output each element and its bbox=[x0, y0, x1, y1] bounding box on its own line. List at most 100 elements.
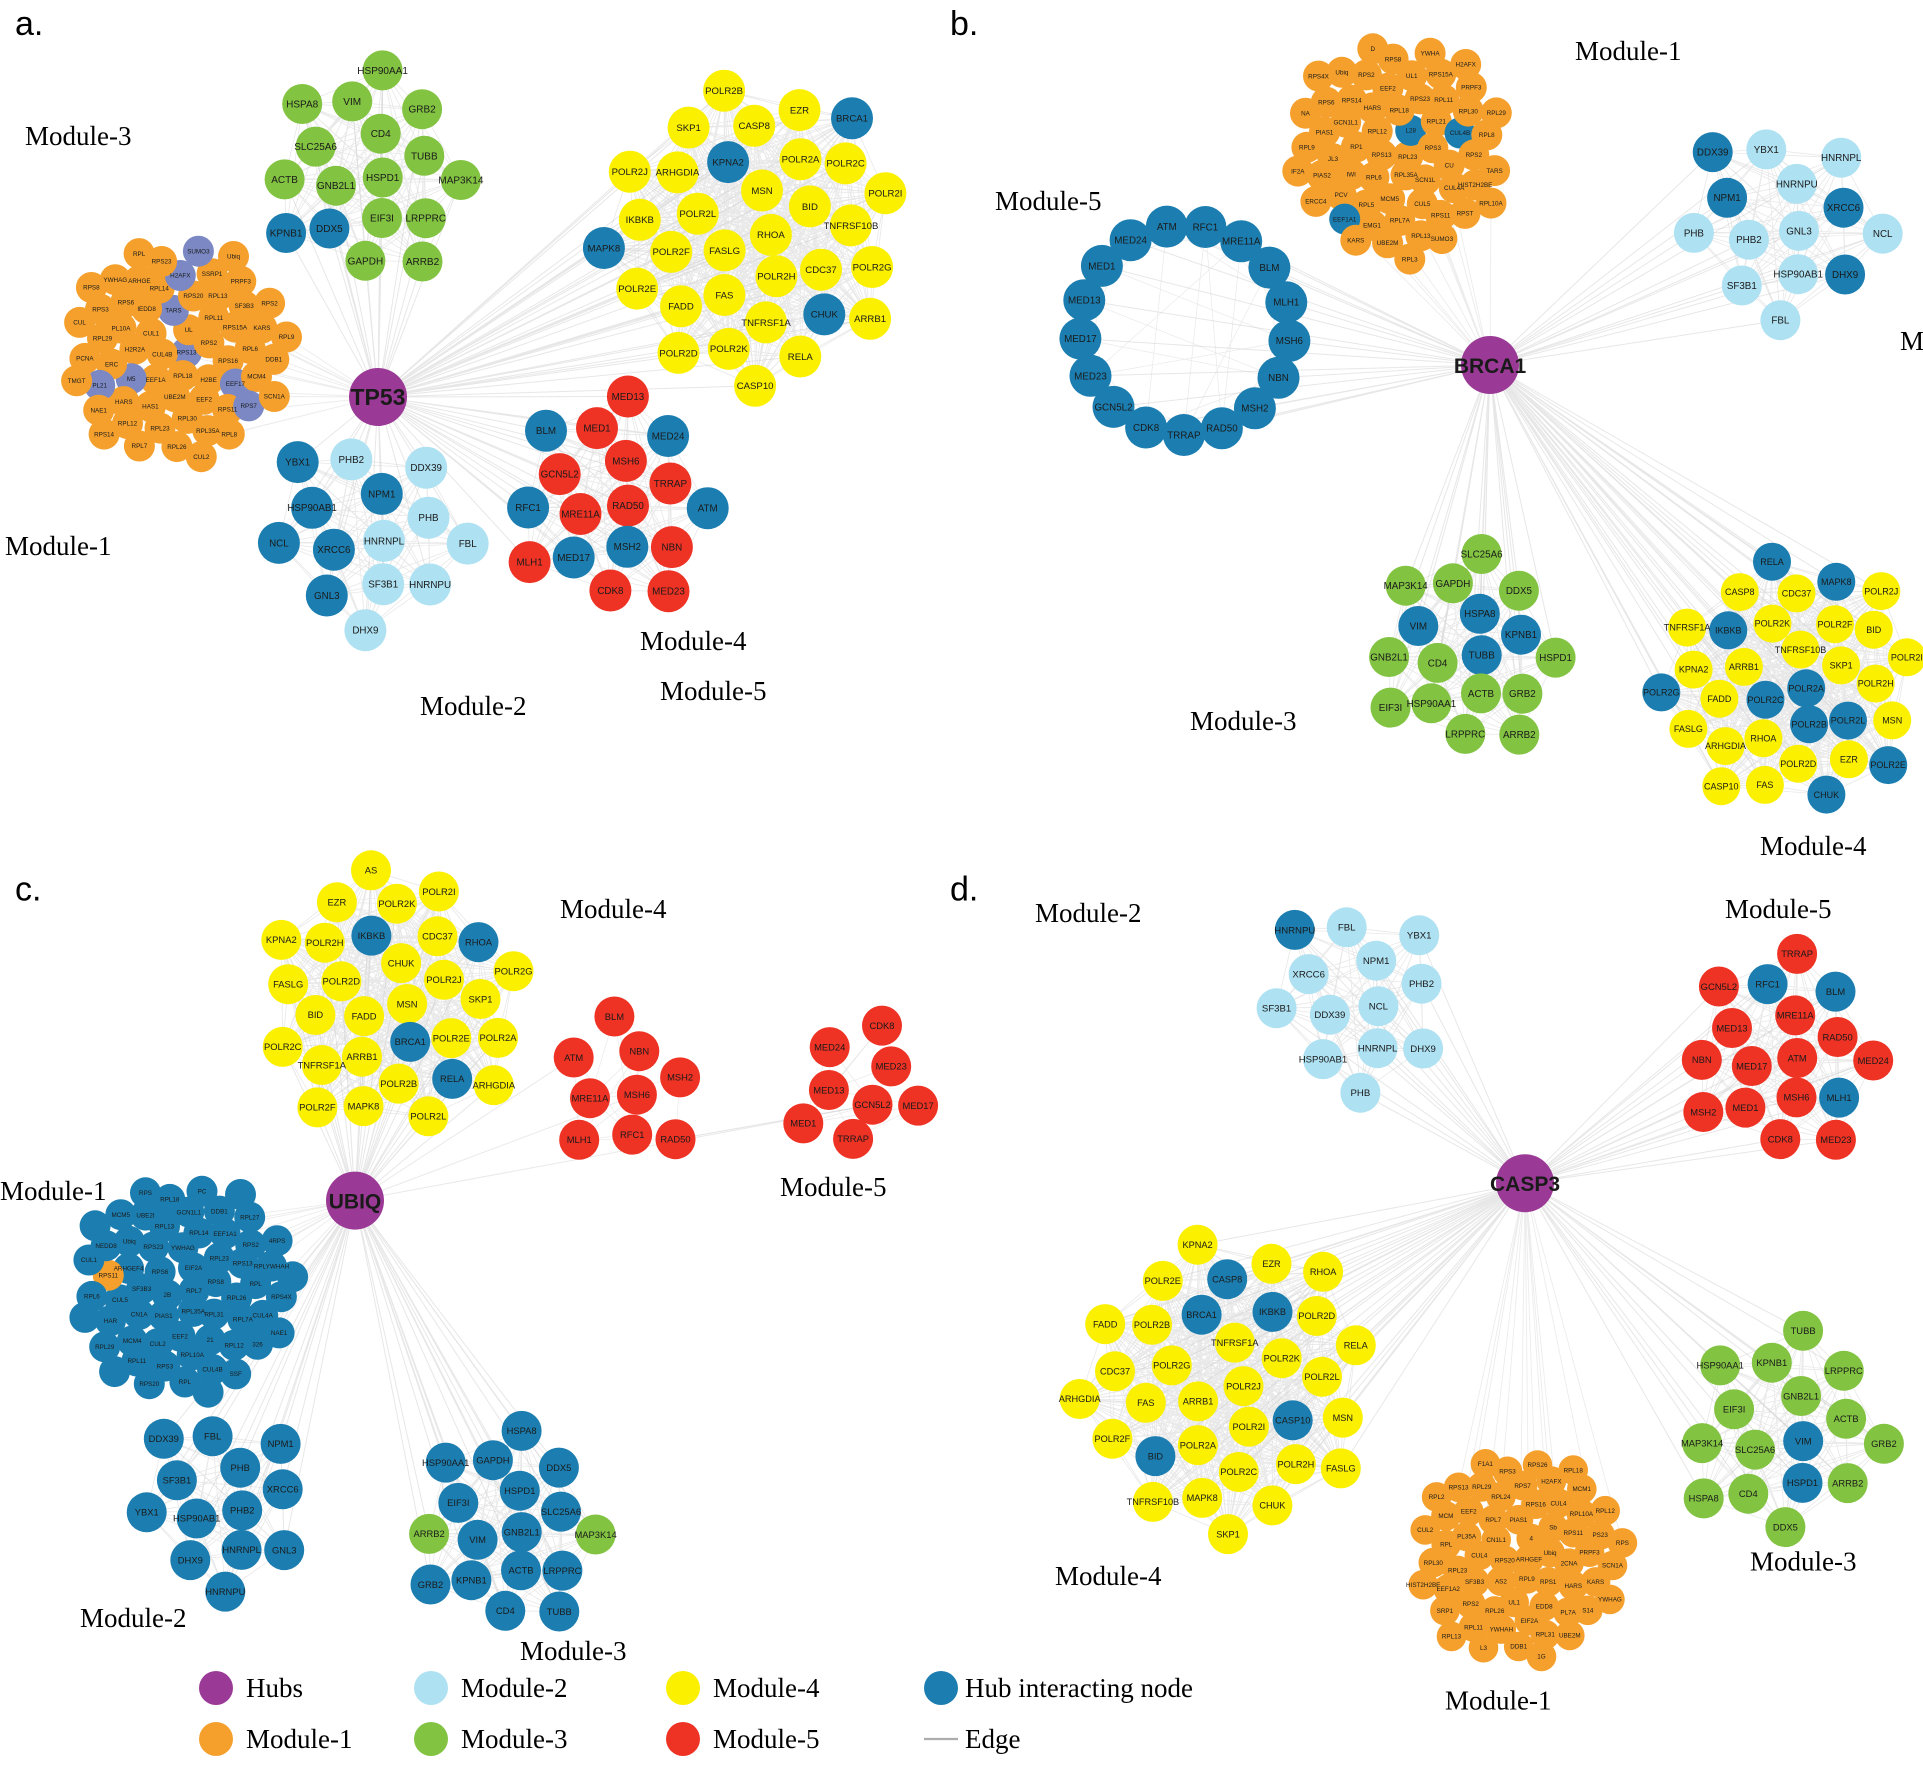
svg-text:RAD50: RAD50 bbox=[1206, 424, 1238, 435]
svg-text:CUL2: CUL2 bbox=[1417, 1527, 1434, 1534]
svg-text:c.: c. bbox=[15, 870, 41, 908]
svg-text:RPS3: RPS3 bbox=[1499, 1469, 1516, 1476]
svg-text:POLR2A: POLR2A bbox=[782, 155, 820, 166]
svg-text:HIST2H2BE: HIST2H2BE bbox=[1406, 1582, 1440, 1589]
svg-text:POLR2D: POLR2D bbox=[1780, 759, 1817, 769]
svg-text:RFC1: RFC1 bbox=[620, 1129, 644, 1140]
svg-text:MED13: MED13 bbox=[813, 1084, 844, 1095]
svg-text:RPL10A: RPL10A bbox=[180, 1352, 204, 1359]
svg-text:RPL3: RPL3 bbox=[1402, 256, 1418, 263]
svg-text:CD4: CD4 bbox=[1739, 1488, 1758, 1499]
svg-text:Module-1: Module-1 bbox=[5, 531, 111, 561]
svg-text:RPL2: RPL2 bbox=[1429, 1494, 1445, 1501]
svg-text:MAP3K14: MAP3K14 bbox=[1384, 581, 1429, 592]
svg-text:KPNA2: KPNA2 bbox=[1183, 1240, 1213, 1250]
svg-text:HARS: HARS bbox=[115, 399, 133, 406]
svg-text:CDK8: CDK8 bbox=[1768, 1133, 1793, 1144]
svg-text:RPL10A: RPL10A bbox=[1570, 1511, 1594, 1518]
svg-text:Sb: Sb bbox=[1549, 1525, 1557, 1532]
svg-text:CASP8: CASP8 bbox=[1725, 587, 1755, 597]
svg-text:RAD50: RAD50 bbox=[1822, 1031, 1852, 1042]
svg-text:HSP90AB1: HSP90AB1 bbox=[173, 1513, 220, 1524]
svg-text:GCN1L1: GCN1L1 bbox=[1333, 119, 1358, 126]
svg-text:EZR: EZR bbox=[1262, 1259, 1281, 1269]
svg-text:CUL4: CUL4 bbox=[1471, 1553, 1488, 1560]
svg-text:RPS11: RPS11 bbox=[1431, 213, 1451, 220]
svg-text:EEF1A1: EEF1A1 bbox=[1333, 216, 1357, 223]
svg-text:Module-2: Module-2 bbox=[461, 1673, 567, 1703]
svg-text:GRB2: GRB2 bbox=[408, 105, 436, 116]
svg-text:PL7A: PL7A bbox=[1560, 1609, 1576, 1616]
svg-text:CDK8: CDK8 bbox=[1133, 423, 1160, 434]
svg-text:RPL30: RPL30 bbox=[1424, 1560, 1444, 1567]
svg-text:MLH1: MLH1 bbox=[567, 1134, 592, 1145]
svg-text:RPST: RPST bbox=[1457, 211, 1474, 218]
svg-text:KPNA2: KPNA2 bbox=[1679, 665, 1709, 675]
svg-text:MCM: MCM bbox=[1438, 1513, 1453, 1520]
svg-text:CASP8: CASP8 bbox=[1212, 1274, 1242, 1284]
svg-text:POLR2G: POLR2G bbox=[853, 262, 892, 273]
svg-text:H2BE: H2BE bbox=[200, 377, 216, 384]
svg-text:BID: BID bbox=[1148, 1451, 1164, 1461]
svg-text:EDD8: EDD8 bbox=[1536, 1603, 1553, 1610]
svg-text:HSPD1: HSPD1 bbox=[1539, 653, 1572, 664]
svg-text:F1A1: F1A1 bbox=[1478, 1461, 1494, 1468]
svg-text:SKP1: SKP1 bbox=[469, 993, 493, 1004]
svg-text:IKBKB: IKBKB bbox=[626, 215, 654, 226]
svg-text:DHX9: DHX9 bbox=[178, 1554, 203, 1565]
svg-text:SLC25A6: SLC25A6 bbox=[294, 142, 337, 153]
svg-text:POLR2K: POLR2K bbox=[710, 344, 748, 355]
svg-text:YWHAG: YWHAG bbox=[103, 277, 127, 284]
svg-text:IKBKB: IKBKB bbox=[1259, 1307, 1286, 1317]
svg-text:Ubiq: Ubiq bbox=[1544, 1550, 1557, 1557]
svg-text:RPL24: RPL24 bbox=[1491, 1494, 1511, 1501]
svg-text:RPS2: RPS2 bbox=[1466, 152, 1483, 159]
svg-text:HSP90AA1: HSP90AA1 bbox=[357, 66, 408, 77]
svg-text:RPS23: RPS23 bbox=[1410, 96, 1430, 103]
svg-text:MSH6: MSH6 bbox=[1783, 1092, 1809, 1103]
svg-text:KPNB1: KPNB1 bbox=[1756, 1357, 1787, 1368]
svg-text:RPS7: RPS7 bbox=[1514, 1483, 1531, 1490]
svg-text:POLR2K: POLR2K bbox=[1755, 619, 1791, 629]
svg-text:POLR2J: POLR2J bbox=[1226, 1381, 1261, 1391]
svg-text:DDB1: DDB1 bbox=[211, 1208, 228, 1215]
svg-text:PRPF3: PRPF3 bbox=[1461, 85, 1482, 92]
svg-text:HSPD1: HSPD1 bbox=[504, 1485, 535, 1496]
svg-text:RHOA: RHOA bbox=[1310, 1267, 1337, 1277]
svg-text:RPL6: RPL6 bbox=[242, 346, 258, 353]
svg-text:L3: L3 bbox=[1480, 1645, 1488, 1652]
svg-text:TNFRSF1A: TNFRSF1A bbox=[298, 1059, 347, 1070]
svg-text:KPNA2: KPNA2 bbox=[712, 157, 743, 168]
svg-text:VIM: VIM bbox=[1410, 621, 1427, 632]
svg-text:TP53: TP53 bbox=[351, 384, 406, 410]
svg-text:TRRAP: TRRAP bbox=[1781, 948, 1813, 959]
svg-text:EIF2A: EIF2A bbox=[1521, 1618, 1539, 1625]
svg-text:MSN: MSN bbox=[1333, 1413, 1353, 1423]
svg-text:CHUK: CHUK bbox=[388, 957, 415, 968]
svg-text:Module-5: Module-5 bbox=[660, 676, 766, 706]
svg-text:CU: CU bbox=[1445, 162, 1455, 169]
svg-text:HSPD1: HSPD1 bbox=[366, 173, 400, 184]
svg-text:Module-5: Module-5 bbox=[995, 186, 1101, 216]
svg-text:RPS13: RPS13 bbox=[233, 1260, 253, 1267]
svg-text:RPL18: RPL18 bbox=[1390, 108, 1410, 115]
svg-text:RPS11: RPS11 bbox=[99, 1273, 119, 1280]
svg-text:NBN: NBN bbox=[1692, 1054, 1712, 1065]
svg-text:BID: BID bbox=[802, 202, 818, 213]
svg-text:MAPK8: MAPK8 bbox=[588, 243, 621, 254]
svg-text:CHUK: CHUK bbox=[1814, 790, 1840, 800]
svg-text:SLC25A6: SLC25A6 bbox=[1735, 1444, 1775, 1455]
svg-text:HSP90AB1: HSP90AB1 bbox=[1773, 270, 1823, 281]
svg-text:HNRNPL: HNRNPL bbox=[222, 1544, 261, 1555]
svg-text:RPS13: RPS13 bbox=[177, 350, 197, 357]
svg-text:CUL2: CUL2 bbox=[193, 454, 210, 461]
svg-text:NAE1: NAE1 bbox=[90, 407, 107, 414]
svg-text:RPL23: RPL23 bbox=[150, 425, 170, 432]
svg-text:MED24: MED24 bbox=[1114, 236, 1147, 247]
svg-text:RPL13: RPL13 bbox=[1442, 1634, 1462, 1641]
svg-text:CUL: CUL bbox=[73, 320, 86, 327]
svg-text:RPL: RPL bbox=[1440, 1542, 1453, 1549]
svg-text:PIAS2: PIAS2 bbox=[1313, 173, 1331, 180]
svg-text:POLR2D: POLR2D bbox=[323, 976, 361, 987]
svg-text:MED17: MED17 bbox=[902, 1100, 933, 1111]
